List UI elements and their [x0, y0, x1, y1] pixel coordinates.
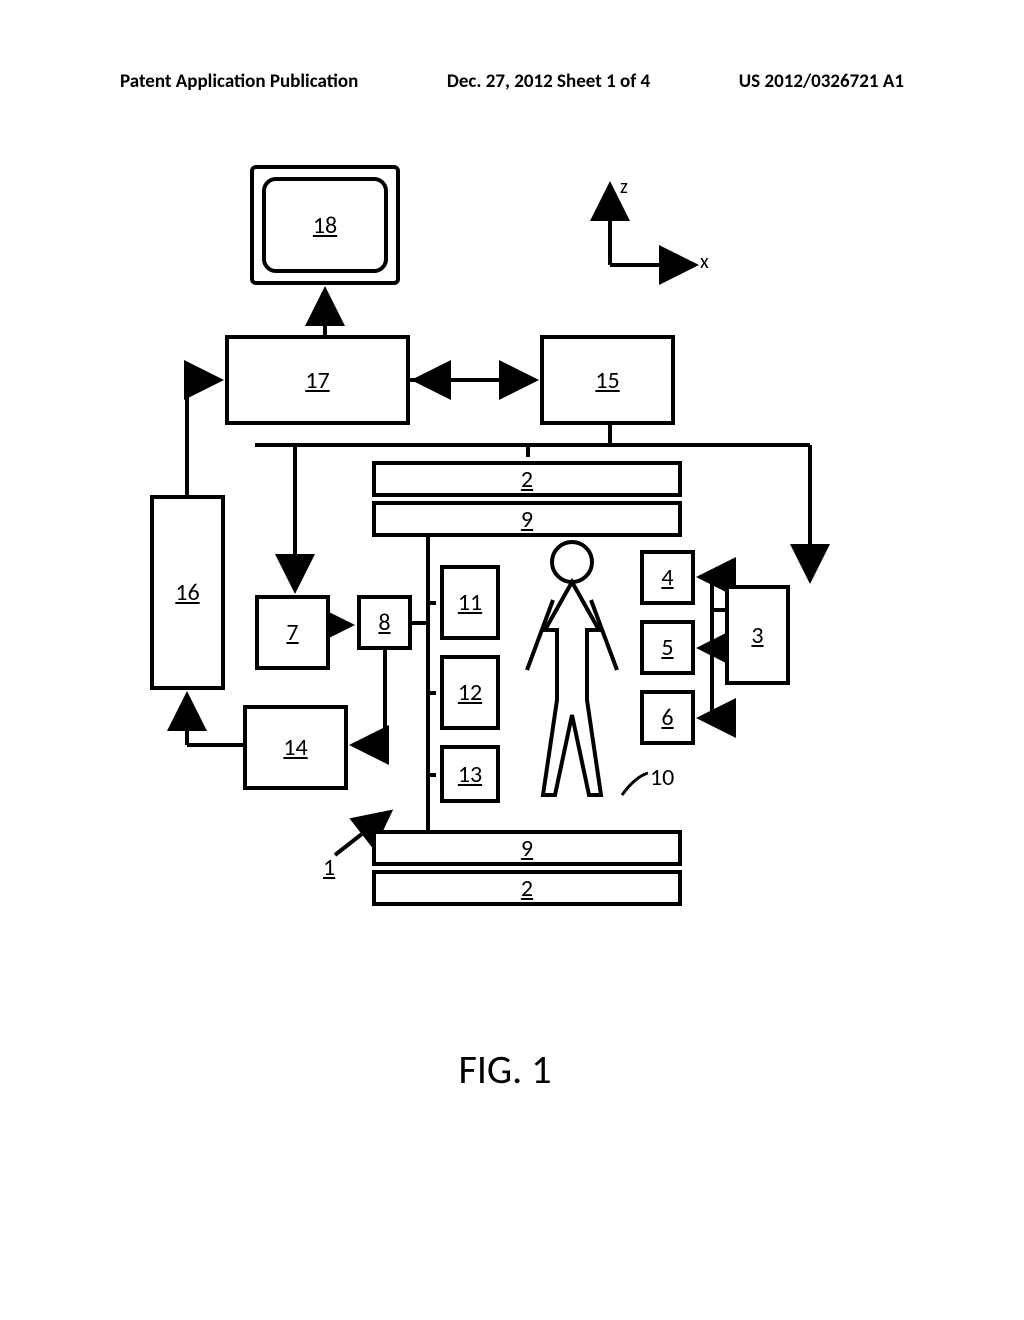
box-15: 15 [540, 335, 675, 425]
axis-x-label: x [700, 250, 709, 274]
box-13: 13 [440, 745, 500, 803]
box-2-top: 2 [372, 461, 682, 497]
box-4: 4 [640, 550, 695, 605]
ref-label-1: 1 [323, 853, 335, 882]
box-6-label: 6 [661, 703, 673, 732]
box-2-bottom: 2 [372, 870, 682, 906]
human-figure [515, 540, 630, 820]
box-18-monitor: 18 [250, 165, 400, 285]
box-3: 3 [725, 585, 790, 685]
box-5-label: 5 [661, 633, 673, 662]
figure-1-diagram: z x 18 17 15 2 9 16 7 8 11 12 13 [150, 165, 860, 1055]
box-16: 16 [150, 495, 225, 690]
box-12: 12 [440, 655, 500, 730]
box-9-bottom-label: 9 [521, 834, 533, 863]
box-11: 11 [440, 565, 500, 640]
box-17-label: 17 [305, 366, 329, 395]
axis-z-label: z [620, 175, 628, 199]
box-9-top: 9 [372, 501, 682, 537]
box-2-bottom-label: 2 [521, 874, 533, 903]
box-18-label: 18 [313, 211, 337, 240]
box-13-label: 13 [458, 760, 482, 789]
page-header: Patent Application Publication Dec. 27, … [0, 70, 1024, 93]
box-12-label: 12 [458, 678, 482, 707]
box-11-label: 11 [458, 588, 482, 617]
box-7-label: 7 [286, 618, 298, 647]
box-8-label: 8 [378, 608, 390, 637]
box-14: 14 [243, 705, 348, 790]
box-8: 8 [357, 595, 412, 650]
box-14-label: 14 [283, 733, 307, 762]
box-16-label: 16 [175, 578, 199, 607]
box-2-top-label: 2 [521, 465, 533, 494]
box-4-label: 4 [661, 563, 673, 592]
box-6: 6 [640, 690, 695, 745]
box-5: 5 [640, 620, 695, 675]
header-patent-number: US 2012/0326721 A1 [739, 70, 904, 93]
figure-caption: FIG. 1 [150, 1045, 860, 1094]
header-publication: Patent Application Publication [120, 70, 358, 93]
box-9-bottom: 9 [372, 830, 682, 866]
header-date-sheet: Dec. 27, 2012 Sheet 1 of 4 [447, 70, 650, 93]
box-7: 7 [255, 595, 330, 670]
box-9-top-label: 9 [521, 505, 533, 534]
box-3-label: 3 [751, 621, 763, 650]
box-15-label: 15 [595, 366, 619, 395]
box-17: 17 [225, 335, 410, 425]
ref-label-10: 10 [650, 763, 674, 792]
